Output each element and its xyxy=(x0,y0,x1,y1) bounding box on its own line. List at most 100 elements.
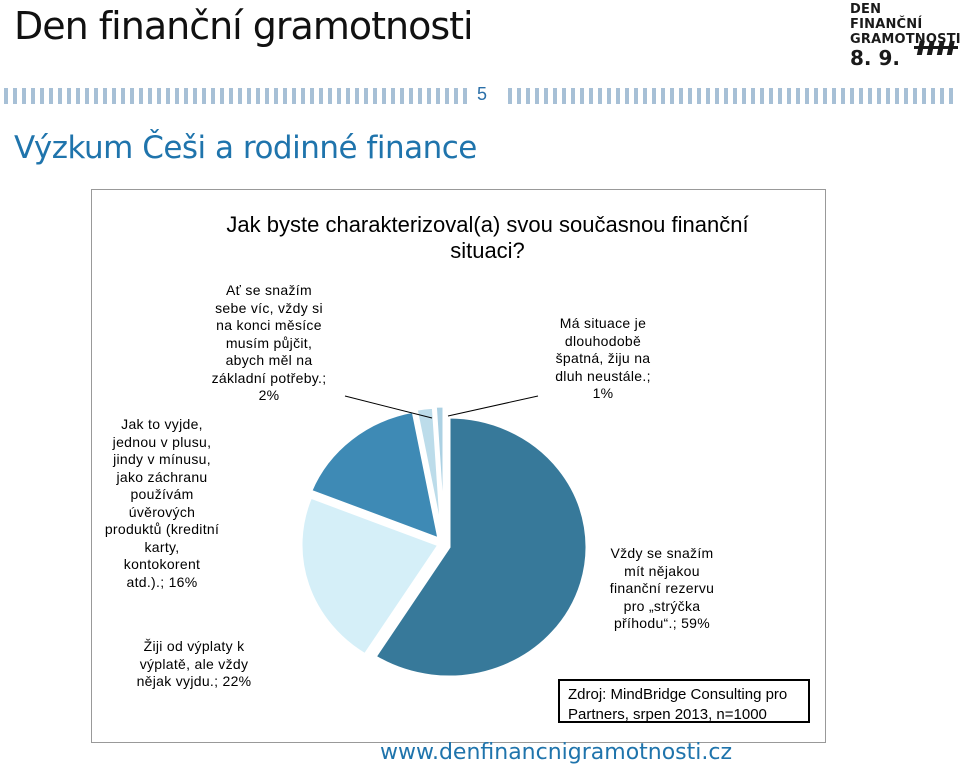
stripe-segment xyxy=(238,88,242,104)
stripe-segment xyxy=(382,88,386,104)
stripe-segment xyxy=(643,88,647,104)
data-label-2: Ať se snažím sebe víc, vždy si na konci mě… xyxy=(211,282,327,403)
stripe-segment xyxy=(49,88,53,104)
stripe-segment xyxy=(364,88,368,104)
stripe-segment xyxy=(301,88,305,104)
decorative-stripe-bar xyxy=(4,88,953,104)
stripe-segment xyxy=(220,88,224,104)
logo-stripes-icon xyxy=(914,41,958,55)
stripe-segment xyxy=(31,88,35,104)
stripe-segment xyxy=(940,88,944,104)
stripe-segment xyxy=(823,88,827,104)
stripe-segment xyxy=(616,88,620,104)
stripe-segment xyxy=(724,88,728,104)
stripe-segment xyxy=(598,88,602,104)
stripe-segment xyxy=(391,88,395,104)
stripe-segment xyxy=(607,88,611,104)
stripe-segment xyxy=(913,88,917,104)
stripe-segment xyxy=(931,88,935,104)
stripe-segment xyxy=(535,88,539,104)
stripe-segment xyxy=(409,88,413,104)
stripe-segment xyxy=(211,88,215,104)
stripe-segment xyxy=(166,88,170,104)
stripe-segment xyxy=(553,88,557,104)
stripe-segment xyxy=(274,88,278,104)
stripe-segment xyxy=(256,88,260,104)
stripe-segment xyxy=(742,88,746,104)
stripe-segment xyxy=(760,88,764,104)
stripe-segment xyxy=(463,88,467,104)
stripe-segment xyxy=(85,88,89,104)
pie-slice-1 xyxy=(433,404,446,537)
stripe-segment xyxy=(310,88,314,104)
stripe-segment xyxy=(850,88,854,104)
stripe-segment xyxy=(328,88,332,104)
stripe-segment xyxy=(139,88,143,104)
stripe-segment xyxy=(337,88,341,104)
section-subtitle: Výzkum Češi a rodinné finance xyxy=(14,130,477,166)
stripe-segment xyxy=(544,88,548,104)
stripe-segment xyxy=(571,88,575,104)
stripe-segment xyxy=(76,88,80,104)
stripe-segment xyxy=(652,88,656,104)
stripe-segment xyxy=(697,88,701,104)
stripe-segment xyxy=(922,88,926,104)
stripe-segment xyxy=(634,88,638,104)
data-label-22: Žiji od výplaty k výplatě, ale vždy nějak … xyxy=(136,638,252,689)
stripe-segment xyxy=(841,88,845,104)
stripe-segment xyxy=(175,88,179,104)
stripe-segment xyxy=(148,88,152,104)
stripe-segment xyxy=(886,88,890,104)
stripe-segment xyxy=(895,88,899,104)
logo-line-1: DEN FINANČNÍ xyxy=(850,2,923,32)
stripe-segment xyxy=(904,88,908,104)
stripe-segment xyxy=(508,88,512,104)
stripe-segment xyxy=(868,88,872,104)
stripe-segment xyxy=(94,88,98,104)
stripe-segment xyxy=(436,88,440,104)
stripe-segment xyxy=(121,88,125,104)
stripe-segment xyxy=(688,88,692,104)
stripe-segment xyxy=(454,88,458,104)
leader-line-1 xyxy=(447,395,539,417)
stripe-segment xyxy=(715,88,719,104)
stripe-segment xyxy=(751,88,755,104)
stripe-segment xyxy=(13,88,17,104)
stripe-segment xyxy=(103,88,107,104)
stripe-segment xyxy=(814,88,818,104)
stripe-segment xyxy=(661,88,665,104)
stripe-segment xyxy=(706,88,710,104)
stripe-segment xyxy=(319,88,323,104)
stripe-segment xyxy=(184,88,188,104)
stripe-segment xyxy=(130,88,134,104)
stripe-segment xyxy=(202,88,206,104)
stripe-segment xyxy=(445,88,449,104)
pie-slice-2 xyxy=(414,405,444,538)
stripe-segment xyxy=(355,88,359,104)
leader-line-2 xyxy=(344,395,433,419)
stripe-segment xyxy=(877,88,881,104)
stripe-segment xyxy=(193,88,197,104)
pie-slice-22 xyxy=(299,495,442,657)
stripe-segment xyxy=(418,88,422,104)
stripe-segment xyxy=(949,88,953,104)
page-title: Den finanční gramotnosti xyxy=(14,4,474,48)
stripe-segment xyxy=(832,88,836,104)
stripe-segment xyxy=(796,88,800,104)
footer-url: www.denfinancnigramotnosti.cz xyxy=(380,740,733,765)
stripe-segment xyxy=(805,88,809,104)
stripe-segment xyxy=(112,88,116,104)
stripe-segment xyxy=(292,88,296,104)
data-label-16: Jak to vyjde, jednou v plusu, jindy v mínu… xyxy=(104,416,220,590)
pie-slice-59 xyxy=(372,415,589,679)
stripe-segment xyxy=(787,88,791,104)
stripe-segment xyxy=(769,88,773,104)
data-label-1: Má situace je dlouhodobě špatná, žiju na dl… xyxy=(555,315,651,401)
stripe-segment xyxy=(679,88,683,104)
stripe-segment xyxy=(346,88,350,104)
stripe-segment xyxy=(526,88,530,104)
stripe-segment xyxy=(265,88,269,104)
source-note: Zdroj: MindBridge Consulting pro Partner… xyxy=(558,679,810,723)
stripe-segment xyxy=(859,88,863,104)
